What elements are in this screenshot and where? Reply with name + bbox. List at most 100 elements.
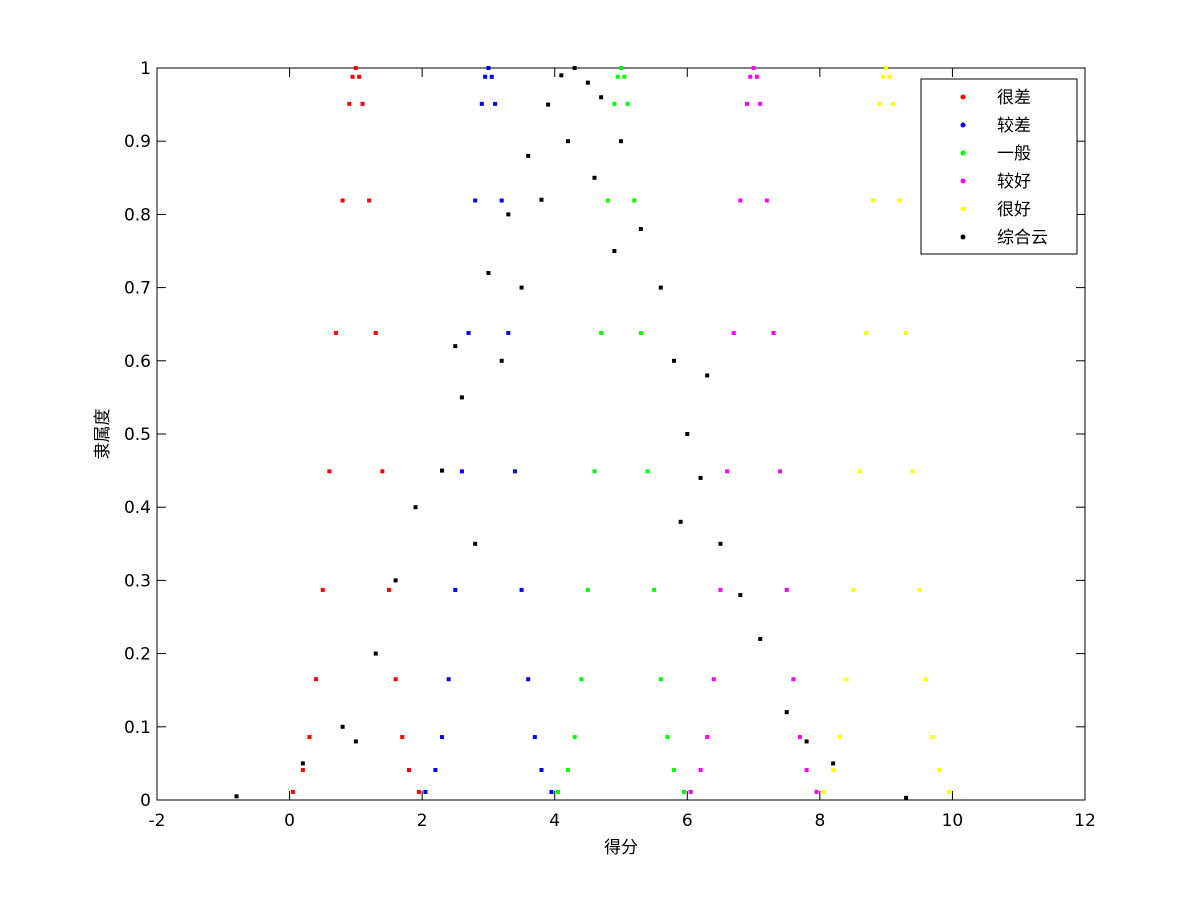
point [234,794,239,799]
x-axis-label: 得分 [604,838,638,858]
point [539,197,544,202]
point [440,735,445,740]
point [556,789,561,794]
point [373,651,378,656]
point [433,767,438,772]
y-tick-label: 0.5 [124,425,151,445]
y-tick-label: 0.6 [124,352,151,372]
point [585,587,590,592]
point [320,587,325,592]
point [565,767,570,772]
point [585,80,590,85]
legend-box [920,78,1078,255]
point [559,73,564,78]
point [453,587,458,592]
point [705,373,710,378]
point [665,735,670,740]
point [910,469,915,474]
point [758,636,763,641]
point [870,198,875,203]
point [758,101,763,106]
legend-label: 综合云 [997,228,1048,248]
point [483,74,488,79]
legend-label: 一般 [997,144,1031,164]
legend-marker [960,206,966,212]
point [923,677,928,682]
point [904,795,909,800]
point [473,198,478,203]
point [864,330,869,335]
point [499,198,504,203]
point [373,330,378,335]
y-tick-label: 1 [140,59,151,79]
point [784,587,789,592]
point [877,101,882,106]
legend-label: 较好 [997,172,1031,192]
point [314,677,319,682]
point [353,66,358,70]
point [357,74,362,79]
point [592,175,597,180]
point [459,395,464,400]
point [857,469,862,474]
point [681,789,686,794]
point [592,469,597,474]
point [718,541,723,546]
point [340,198,345,203]
point [778,469,783,474]
point [688,789,693,794]
point [519,587,524,592]
point [897,198,902,203]
point [619,66,623,70]
point [526,677,531,682]
point [290,789,295,794]
point [612,101,617,106]
point [632,198,637,203]
point [698,475,703,480]
point [506,330,511,335]
point [353,739,358,744]
point [880,74,885,79]
y-tick-label: 0 [140,791,151,811]
point [725,469,730,474]
point [300,761,305,766]
point [393,677,398,682]
point [489,74,494,79]
point [565,139,570,144]
y-tick-label: 0.3 [124,571,151,591]
y-tick-label: 0.9 [124,132,151,152]
x-tick-label: 4 [549,811,560,831]
point [814,789,819,794]
point [459,469,464,474]
point [652,587,657,592]
point [423,789,428,794]
point [526,153,531,158]
point [917,587,922,592]
legend-marker [960,122,966,128]
point [744,101,749,106]
point [754,74,759,79]
point [887,74,892,79]
point [904,330,909,335]
point [466,330,471,335]
point [380,469,385,474]
point [327,469,332,474]
point [333,330,338,335]
point [387,587,391,592]
point [599,330,604,335]
point [347,101,352,106]
point [479,101,484,106]
point [738,198,743,203]
point [791,677,796,682]
point [519,285,524,290]
point [612,249,617,253]
point [751,66,756,70]
point [884,66,889,70]
point [413,505,418,510]
y-tick-label: 0.8 [124,205,151,225]
point [930,735,935,740]
point [658,677,663,682]
point [416,789,421,794]
point [512,469,517,474]
